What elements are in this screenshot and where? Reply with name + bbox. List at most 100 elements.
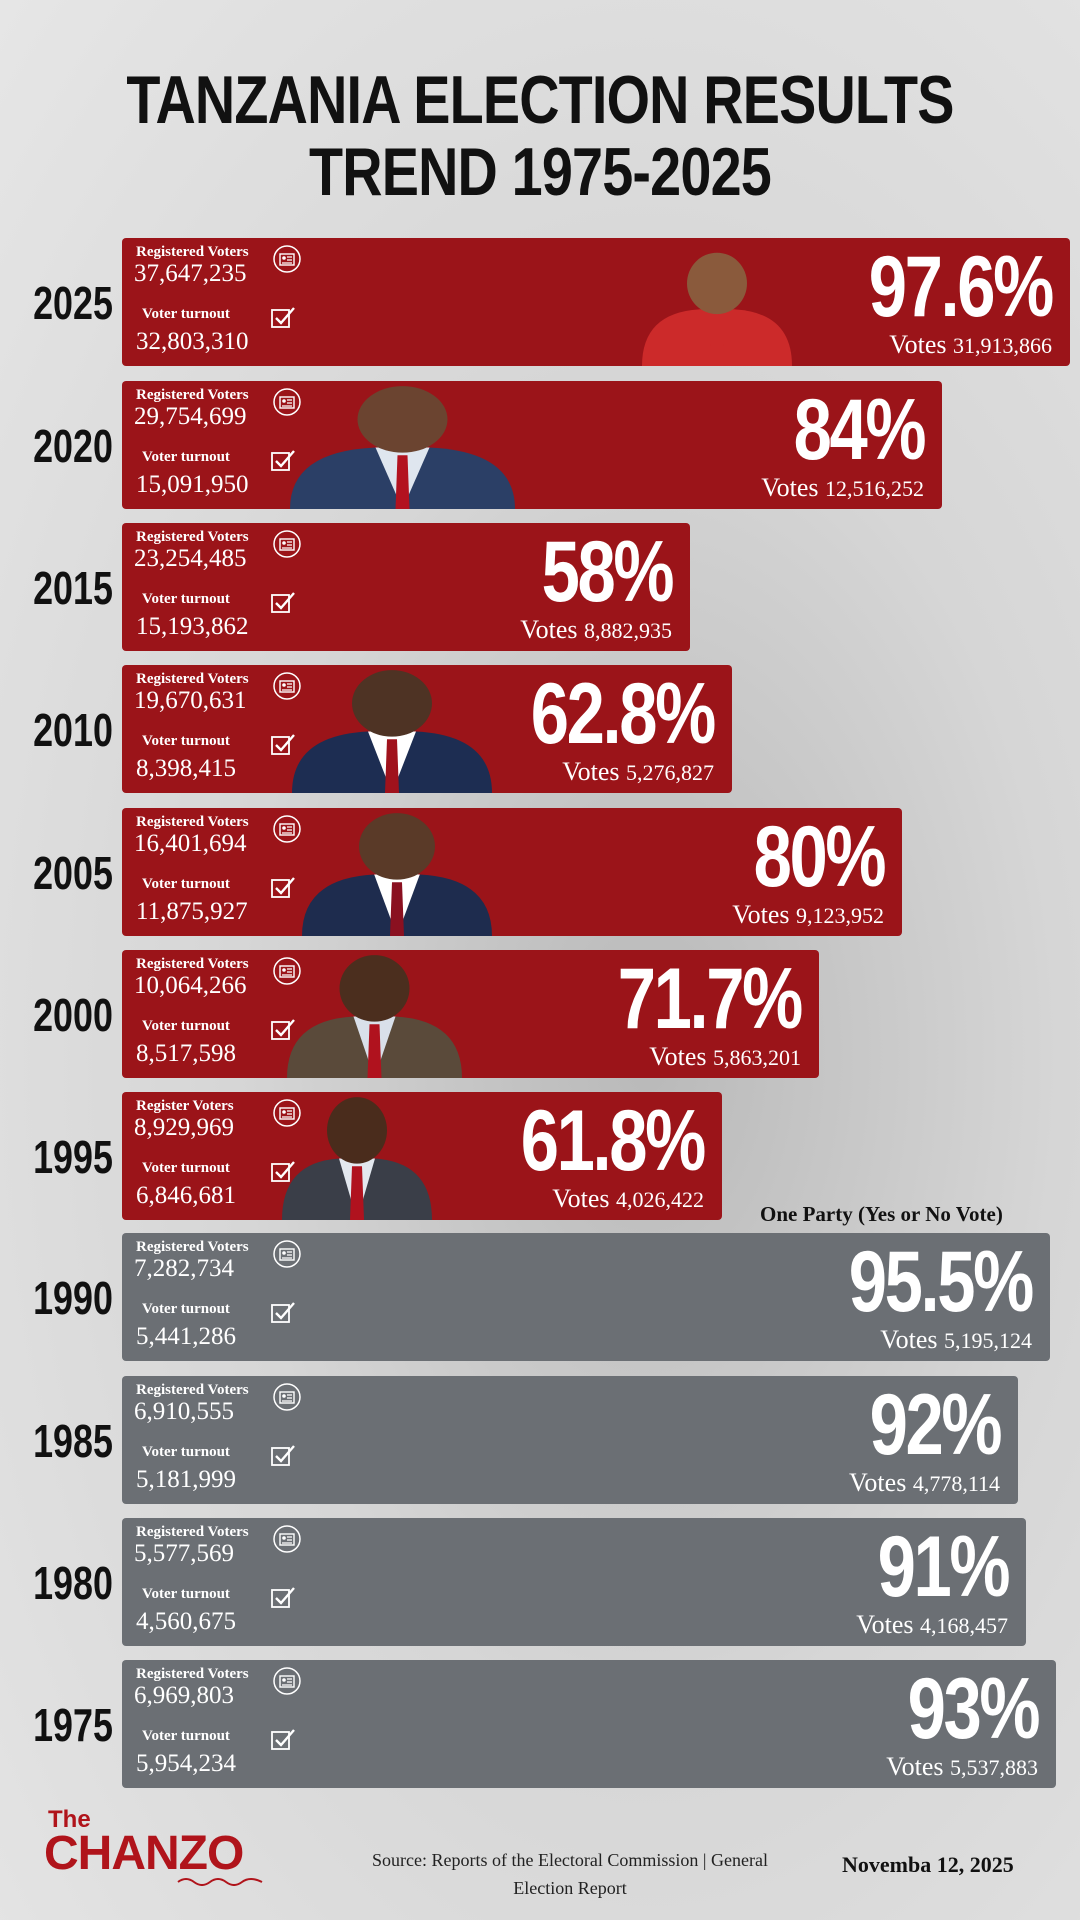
year-label: 2020 [33,420,113,472]
checkbox-icon [270,1301,296,1330]
election-row: 1990 Registered Voters 7,282,734 Voter turn… [0,1233,1080,1363]
percent-label: 95.5% [848,1234,1034,1330]
voter-turnout-label: Voter turnout [142,1160,230,1176]
registered-voters-label: Registered Voters [136,956,249,972]
voter-turnout-value: 5,954,234 [136,1750,236,1777]
id-card-icon [272,956,302,991]
votes-label: Votes 5,863,201 [649,1042,801,1072]
result-bar: Registered Voters 23,254,485 Voter turnout… [122,523,690,651]
id-card-icon [272,529,302,564]
registered-voters-label: Registered Voters [136,814,249,830]
votes-word: Votes [649,1042,713,1071]
checkbox-icon [270,733,296,762]
id-card-icon [272,387,302,422]
votes-word: Votes [886,1752,950,1781]
checkbox-icon [270,876,296,905]
percent-label: 93% [907,1661,1040,1757]
registered-voters-label: Registered Voters [136,387,249,403]
registered-voters-value: 29,754,699 [134,403,247,430]
votes-value: 12,516,252 [825,476,924,501]
logo-the: The [48,1806,91,1833]
result-bar: Registered Voters 19,670,631 Voter turnout… [122,665,732,793]
logo-chanzo: CHANZO [44,1827,244,1880]
percent-label: 92% [869,1377,1002,1473]
votes-word: Votes [856,1610,920,1639]
result-bar: Registered Voters 37,647,235 Voter turnout… [122,238,1070,366]
registered-voters-label: Registered Voters [136,671,249,687]
votes-label: Votes 5,537,883 [886,1752,1038,1782]
votes-value: 5,537,883 [950,1755,1038,1780]
result-bar: Registered Voters 16,401,694 Voter turnout… [122,808,902,936]
votes-label: Votes 4,026,422 [552,1184,704,1214]
votes-value: 8,882,935 [584,618,672,643]
voter-turnout-label: Voter turnout [142,876,230,892]
votes-label: Votes 31,913,866 [889,330,1052,360]
voter-turnout-value: 11,875,927 [136,898,248,925]
candidate-portrait [302,813,492,936]
votes-value: 5,863,201 [713,1045,801,1070]
candidate-portrait [292,670,492,793]
election-row: 2025 Registered Voters 37,647,235 Voter tur… [0,238,1080,368]
registered-voters-label: Registered Voters [136,529,249,545]
votes-word: Votes [562,757,626,786]
title-line-1: TANZANIA ELECTION RESULTS [126,62,954,138]
votes-value: 4,026,422 [616,1187,704,1212]
election-row: 1995 Register Voters 8,929,969 Voter turnou… [0,1092,1080,1222]
year-label: 2000 [33,989,113,1041]
id-card-icon [272,1098,302,1133]
percent-label: 62.8% [530,666,716,762]
votes-label: Votes 4,168,457 [856,1610,1008,1640]
registered-voters-value: 23,254,485 [134,545,247,572]
votes-value: 31,913,866 [953,333,1052,358]
registered-voters-label: Registered Voters [136,244,249,260]
votes-label: Votes 8,882,935 [520,615,672,645]
result-bar: Registered Voters 6,969,803 Voter turnout 5… [122,1660,1056,1788]
year-label: 2015 [33,562,113,614]
source-note: Source: Reports of the Electoral Commiss… [371,1850,768,1898]
checkbox-icon [270,591,296,620]
voter-turnout-label: Voter turnout [142,1018,230,1034]
voter-turnout-value: 5,181,999 [136,1466,236,1493]
votes-word: Votes [889,330,953,359]
votes-value: 5,195,124 [944,1328,1032,1353]
candidate-portrait [282,1097,432,1220]
result-bar: Registered Voters 6,910,555 Voter turnout 5… [122,1376,1018,1504]
id-card-icon [272,1524,302,1559]
year-label: 1985 [33,1415,113,1467]
election-row: 1980 Registered Voters 5,577,569 Voter turn… [0,1518,1080,1648]
checkbox-icon [270,1728,296,1757]
election-row: 2000 Registered Voters 10,064,266 Voter tur… [0,950,1080,1080]
voter-turnout-label: Voter turnout [142,1444,230,1460]
voter-turnout-label: Voter turnout [142,1728,230,1744]
votes-word: Votes [520,615,584,644]
percent-label: 61.8% [520,1093,706,1189]
checkbox-icon [270,1018,296,1047]
voter-turnout-label: Voter turnout [142,449,230,465]
id-card-icon [272,1382,302,1417]
id-card-icon [272,671,302,706]
registered-voters-label: Registered Voters [136,1239,249,1255]
registered-voters-value: 7,282,734 [134,1255,234,1282]
checkbox-icon [270,1444,296,1473]
voter-turnout-value: 5,441,286 [136,1323,236,1350]
votes-word: Votes [552,1184,616,1213]
voter-turnout-value: 8,398,415 [136,755,236,782]
registered-voters-value: 8,929,969 [134,1114,234,1141]
voter-turnout-label: Voter turnout [142,733,230,749]
votes-value: 4,778,114 [912,1471,1000,1496]
checkbox-icon [270,1160,296,1189]
percent-label: 91% [877,1519,1010,1615]
registered-voters-value: 16,401,694 [134,830,247,857]
year-label: 1990 [33,1272,113,1324]
candidate-portrait [642,252,792,366]
checkbox-icon [270,306,296,335]
registered-voters-value: 19,670,631 [134,687,247,714]
title-line-2: TREND 1975-2025 [309,134,772,210]
logo-squiggle-icon [177,1878,263,1886]
id-card-icon [272,1666,302,1701]
percent-label: 84% [793,382,926,478]
result-bar: Registered Voters 29,754,699 Voter turnout… [122,381,942,509]
year-label: 1975 [33,1699,113,1751]
id-card-icon [272,244,302,279]
publish-date: Novemba 12, 2025 [842,1852,1014,1877]
